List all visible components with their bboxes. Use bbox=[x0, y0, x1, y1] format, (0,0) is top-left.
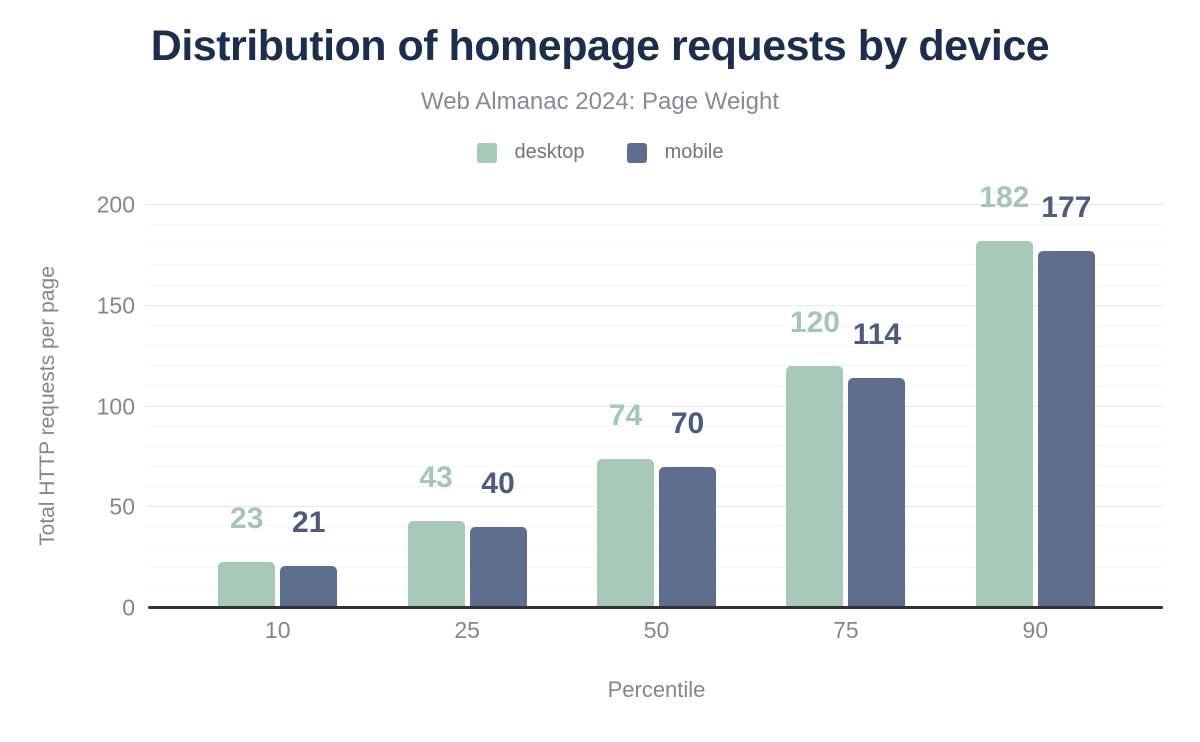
y-tick-200: 200 bbox=[96, 191, 135, 218]
legend-swatch-mobile-icon bbox=[626, 142, 647, 163]
minor-gridline-70 bbox=[146, 465, 1163, 467]
x-tick-25: 25 bbox=[454, 617, 480, 643]
bars-band: 23 21 43 40 74 70 120 114 182 177 bbox=[183, 183, 1130, 608]
bar-mobile-p10: 21 bbox=[280, 507, 338, 608]
major-gridline-150 bbox=[146, 304, 1163, 306]
bar-mobile-p50: 70 bbox=[659, 408, 717, 608]
bar-mobile-p75: 114 bbox=[848, 320, 906, 608]
bar-group-p90: 182 177 bbox=[941, 183, 1130, 608]
minor-gridline-80 bbox=[146, 445, 1163, 447]
bar-mobile-p90: 177 bbox=[1037, 193, 1095, 608]
y-tick-100: 100 bbox=[96, 393, 135, 419]
value-label-desktop-p75: 120 bbox=[789, 306, 840, 340]
bar-desktop-p50: 74 bbox=[597, 400, 655, 608]
legend-label-desktop: desktop bbox=[514, 141, 585, 163]
value-label-mobile-p75: 114 bbox=[852, 318, 902, 352]
minor-gridline-20 bbox=[146, 566, 1163, 568]
value-label-mobile-p25: 40 bbox=[481, 467, 515, 501]
bar-group-p75: 120 114 bbox=[751, 205, 940, 608]
minor-gridline-190 bbox=[146, 224, 1163, 226]
y-tick-150: 150 bbox=[96, 292, 135, 319]
minor-gridline-90 bbox=[146, 425, 1163, 427]
legend: desktop mobile bbox=[0, 141, 1200, 164]
bar-desktop-p90: 182 bbox=[975, 183, 1033, 608]
minor-gridline-10 bbox=[146, 586, 1163, 588]
minor-gridline-30 bbox=[146, 546, 1163, 548]
minor-gridline-60 bbox=[146, 486, 1163, 488]
bar-desktop-p10: 23 bbox=[218, 503, 276, 608]
chart-subtitle: Web Almanac 2024: Page Weight bbox=[420, 88, 779, 115]
minor-gridline-130 bbox=[146, 345, 1163, 347]
y-tick-0: 0 bbox=[122, 594, 135, 621]
bar-desktop-p25: 43 bbox=[407, 463, 465, 608]
value-label-desktop-p10: 23 bbox=[230, 501, 264, 535]
minor-gridline-180 bbox=[146, 244, 1163, 246]
plot-area: 23 21 43 40 74 70 120 114 182 177 0 50 100 150 200 bbox=[97, 183, 1163, 621]
value-label-mobile-p90: 177 bbox=[1041, 191, 1092, 225]
x-tick-90: 90 bbox=[1022, 617, 1049, 643]
major-gridline-50 bbox=[146, 506, 1163, 508]
bar-group-p50: 74 70 bbox=[562, 205, 751, 608]
x-tick-75: 75 bbox=[833, 617, 859, 643]
minor-gridline-160 bbox=[146, 284, 1163, 286]
bar-group-p25: 43 40 bbox=[372, 205, 561, 608]
minor-gridline-170 bbox=[146, 264, 1163, 266]
value-label-desktop-p50: 74 bbox=[608, 398, 643, 432]
bar-group-p10: 23 21 bbox=[183, 205, 372, 608]
value-label-desktop-p25: 43 bbox=[419, 461, 453, 495]
major-gridline-200 bbox=[146, 204, 1163, 205]
x-tick-10: 10 bbox=[264, 617, 291, 643]
bar-mobile-p25: 40 bbox=[469, 469, 527, 608]
legend-item-mobile: mobile bbox=[626, 141, 724, 164]
y-axis-title: Total HTTP requests per page bbox=[36, 266, 59, 546]
x-axis-title: Percentile bbox=[607, 677, 706, 702]
y-tick-50: 50 bbox=[109, 493, 135, 520]
value-label-desktop-p90: 182 bbox=[979, 181, 1030, 215]
legend-label-mobile: mobile bbox=[664, 141, 724, 163]
x-tick-labels: 10 25 50 75 90 bbox=[183, 617, 1130, 644]
minor-gridline-110 bbox=[146, 385, 1163, 387]
legend-item-desktop: desktop bbox=[476, 141, 585, 164]
legend-swatch-desktop-icon bbox=[476, 142, 497, 163]
value-label-mobile-p50: 70 bbox=[670, 406, 705, 440]
x-tick-50: 50 bbox=[643, 617, 670, 643]
minor-gridline-140 bbox=[146, 324, 1163, 326]
minor-gridline-120 bbox=[146, 365, 1163, 367]
major-gridline-100 bbox=[146, 405, 1163, 407]
x-axis-line bbox=[148, 606, 1163, 609]
minor-gridline-40 bbox=[146, 526, 1163, 528]
bar-desktop-p75: 120 bbox=[786, 308, 844, 608]
value-label-mobile-p10: 21 bbox=[292, 505, 326, 539]
chart-title: Distribution of homepage requests by dev… bbox=[150, 22, 1050, 70]
